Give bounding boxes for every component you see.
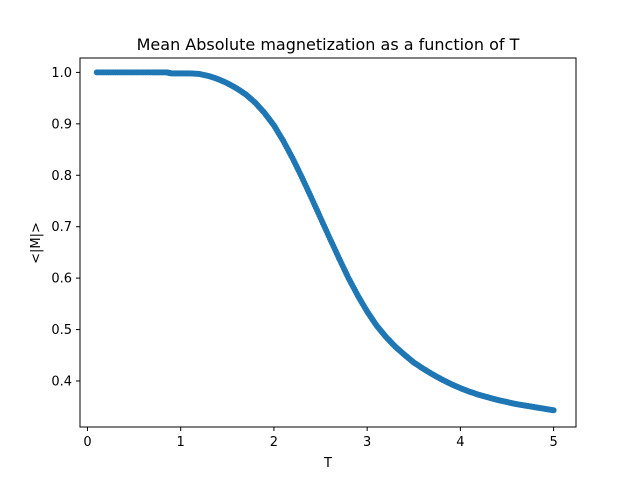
data-points: [93, 69, 557, 414]
y-tick-label: 1.0: [51, 66, 72, 81]
y-tick-label: 0.8: [51, 169, 72, 184]
x-tick-label: 1: [177, 435, 185, 450]
plot-frame: [79, 57, 577, 428]
x-tick-label: 3: [363, 435, 371, 450]
x-tick-label: 0: [83, 435, 91, 450]
y-axis-label: <|M|>: [29, 222, 44, 264]
y-tick-label: 0.4: [51, 374, 72, 389]
y-tick-label: 0.9: [51, 117, 72, 132]
x-tick-label: 4: [456, 435, 464, 450]
y-tick-label: 0.5: [51, 323, 72, 338]
chart-title: Mean Absolute magnetization as a functio…: [137, 35, 520, 54]
x-tick-label: 5: [549, 435, 557, 450]
y-tick-label: 0.7: [51, 220, 72, 235]
x-axis-label: T: [323, 456, 332, 471]
y-axis-ticks: 0.4 0.5 0.6 0.7 0.8 0.9 1.0: [51, 66, 80, 389]
x-tick-label: 2: [270, 435, 278, 450]
y-tick-label: 0.6: [51, 272, 72, 287]
x-axis-ticks: 0 1 2 3 4 5: [83, 427, 558, 450]
data-point: [550, 407, 557, 414]
